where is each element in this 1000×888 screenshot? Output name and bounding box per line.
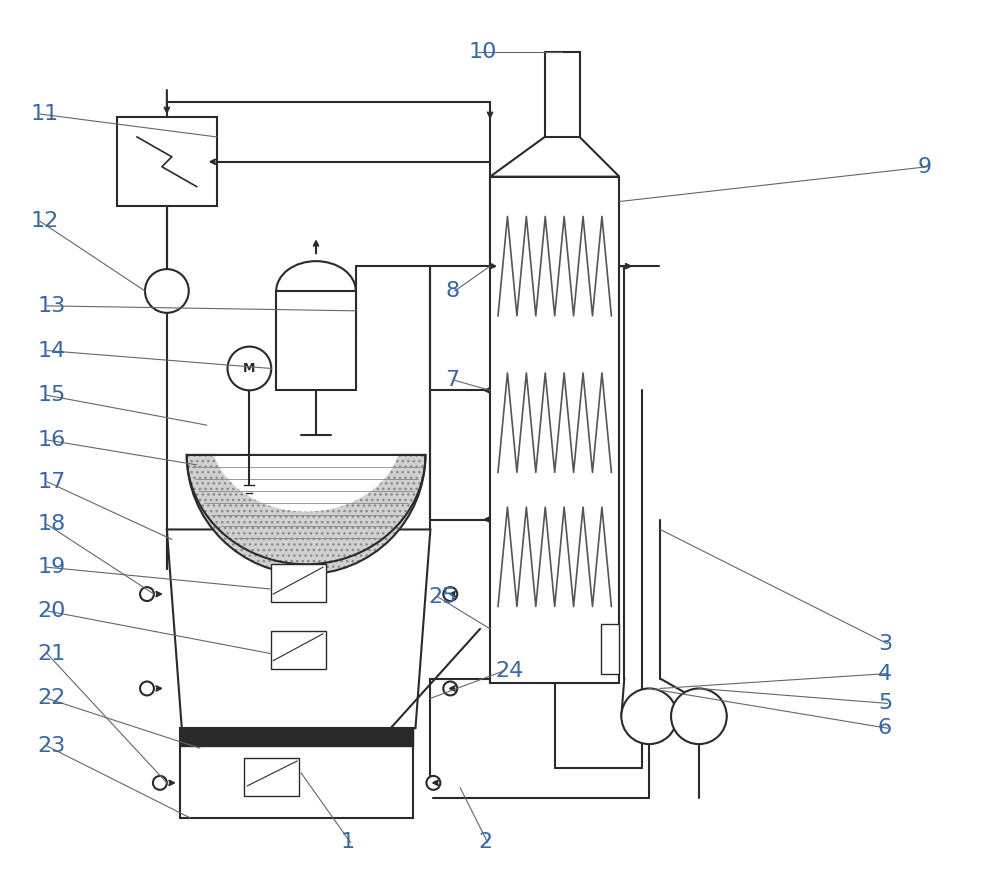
Text: 10: 10: [468, 43, 497, 62]
Circle shape: [443, 681, 457, 695]
Polygon shape: [490, 137, 619, 177]
Text: 17: 17: [38, 472, 66, 492]
Text: 8: 8: [445, 281, 459, 301]
Circle shape: [443, 587, 457, 601]
Text: 14: 14: [38, 341, 66, 361]
Bar: [271, 564, 326, 602]
Circle shape: [140, 587, 154, 601]
Text: 25: 25: [428, 587, 457, 607]
Text: 19: 19: [38, 558, 66, 577]
Text: M: M: [243, 362, 256, 375]
Text: 20: 20: [38, 601, 66, 621]
Bar: [271, 630, 326, 669]
Text: 9: 9: [918, 157, 932, 177]
Text: 1: 1: [341, 832, 355, 852]
Circle shape: [140, 681, 154, 695]
Text: 3: 3: [878, 634, 892, 654]
Text: 11: 11: [31, 104, 59, 124]
Text: 18: 18: [38, 514, 66, 535]
Circle shape: [426, 776, 440, 789]
Text: 12: 12: [31, 211, 59, 232]
Polygon shape: [167, 529, 430, 728]
Text: 2: 2: [478, 832, 492, 852]
Text: 22: 22: [38, 688, 66, 709]
Text: 13: 13: [38, 296, 66, 316]
Text: 23: 23: [38, 736, 66, 756]
Bar: [545, 52, 580, 137]
Wedge shape: [187, 455, 425, 575]
Text: 7: 7: [445, 370, 459, 391]
Text: 21: 21: [38, 644, 66, 663]
Bar: [117, 117, 217, 207]
Bar: [180, 728, 413, 818]
Text: 4: 4: [878, 663, 892, 684]
Text: 5: 5: [878, 694, 892, 713]
Circle shape: [145, 269, 189, 313]
Text: 15: 15: [38, 385, 66, 405]
Bar: [276, 291, 356, 391]
Text: 16: 16: [38, 430, 66, 450]
Bar: [601, 624, 619, 674]
Ellipse shape: [211, 359, 402, 511]
Text: 6: 6: [878, 718, 892, 738]
Circle shape: [621, 688, 677, 744]
Circle shape: [153, 776, 167, 789]
Text: 24: 24: [495, 661, 523, 680]
Bar: [244, 758, 299, 796]
Circle shape: [228, 346, 271, 391]
Bar: [490, 177, 619, 684]
Circle shape: [671, 688, 727, 744]
